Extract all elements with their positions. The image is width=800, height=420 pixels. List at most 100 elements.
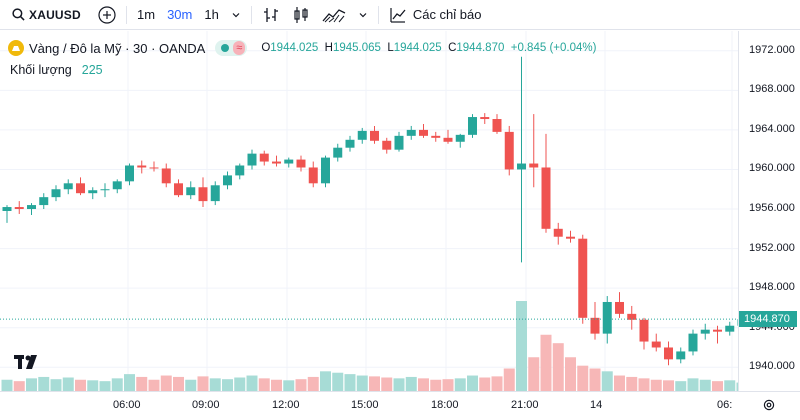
series-title: Vàng / Đô la Mỹ · 30 · OANDA: [29, 40, 206, 56]
series-status-badge[interactable]: ≈: [215, 40, 248, 56]
volume-bar: [577, 365, 589, 391]
volume-bar: [736, 382, 738, 391]
volume-bar: [38, 376, 50, 391]
time-tick-label: 12:00: [272, 399, 300, 411]
candle-body: [125, 165, 134, 182]
volume-bar: [516, 301, 527, 391]
candle-body: [664, 347, 673, 360]
volume-bar: [712, 381, 723, 391]
volume-bar: [687, 378, 699, 391]
volume-bar: [283, 380, 295, 391]
price-tick-label: 1940.000: [749, 360, 795, 373]
candle-body: [100, 189, 110, 191]
tradingview-logo-icon[interactable]: [14, 353, 44, 375]
candles-style-button[interactable]: [286, 0, 316, 30]
time-tick-label: 21:00: [511, 399, 539, 411]
candlestick-chart[interactable]: [0, 31, 738, 391]
candle-body: [63, 183, 73, 190]
volume-bar: [589, 368, 601, 391]
volume-label: Khối lượng: [10, 63, 72, 77]
volume-bar: [136, 376, 148, 391]
timeframe-30m[interactable]: 30m: [167, 7, 193, 22]
time-tick-label: 14: [590, 399, 603, 411]
timeframe-dropdown[interactable]: [225, 0, 247, 30]
volume-bar: [307, 376, 319, 391]
candle-body: [517, 163, 526, 170]
volume-bar: [271, 379, 282, 391]
candle-body: [566, 236, 575, 239]
chevron-down-icon: [232, 12, 240, 17]
settings-gear-icon[interactable]: [762, 398, 776, 412]
volume-bar: [614, 375, 625, 391]
timeframe-1h[interactable]: 1h: [204, 7, 219, 22]
volume-bar: [320, 371, 331, 391]
timeframe-1m[interactable]: 1m: [137, 7, 156, 22]
volume-bar: [111, 378, 123, 391]
candle-body: [651, 341, 661, 348]
candle-body: [76, 183, 85, 194]
volume-bar: [62, 377, 74, 391]
volume-bar: [430, 379, 442, 391]
compare-button[interactable]: [92, 0, 122, 30]
time-tick-label: 06:00: [113, 399, 141, 411]
candle-body: [431, 135, 441, 138]
price-tick-label: 1952.000: [749, 241, 795, 254]
market-open-dot-icon: [221, 44, 230, 52]
candle-body: [39, 197, 49, 206]
indicators-button[interactable]: Các chỉ báo: [383, 0, 488, 30]
gold-symbol-icon: [8, 40, 24, 56]
volume-bar: [491, 376, 503, 391]
volume-bar: [295, 379, 307, 391]
volume-bar: [565, 357, 576, 391]
volume-bar: [442, 379, 454, 391]
volume-bar: [638, 378, 650, 391]
symbol-search[interactable]: XAUUSD: [0, 0, 92, 30]
volume-legend: Khối lượng 225: [10, 63, 103, 77]
last-price-label: 1944.870: [739, 311, 797, 328]
price-axis[interactable]: 1972.000 1968.000 1964.000 1960.000 1956.000…: [738, 31, 800, 391]
volume-bar: [405, 376, 417, 391]
toolbar-divider: [250, 5, 252, 24]
candle-body: [247, 153, 257, 166]
candle-body: [700, 329, 710, 334]
candle-body: [296, 159, 306, 168]
candle-body: [443, 137, 453, 142]
candle-body: [394, 135, 404, 150]
candle-body: [382, 140, 392, 150]
volume-bar: [75, 379, 86, 391]
bars-icon: [263, 7, 278, 22]
volume-bar: [185, 379, 197, 391]
time-axis[interactable]: 06:00 09:00 12:00 15:00 18:00 21:00 14 06:: [0, 391, 800, 420]
candles-icon: [294, 6, 308, 23]
volume-bar: [356, 375, 368, 391]
chevron-down-icon: [359, 12, 367, 17]
price-tick-label: 1968.000: [749, 83, 795, 96]
volume-bar: [650, 379, 662, 391]
candle-body: [419, 129, 428, 136]
volume-bar: [26, 378, 37, 391]
volume-value: 225: [81, 63, 103, 77]
volume-bar: [332, 372, 344, 391]
candle-body: [198, 187, 208, 202]
candle-body: [737, 319, 738, 326]
time-tick-label: 15:00: [351, 399, 379, 411]
price-tick-label: 1964.000: [749, 122, 795, 135]
volume-bar: [626, 376, 638, 391]
volume-bar: [663, 380, 674, 391]
volume-bar: [699, 379, 711, 391]
volume-bar: [393, 378, 405, 391]
area-style-button[interactable]: [316, 0, 352, 30]
volume-bar: [258, 378, 270, 391]
volume-bar: [528, 357, 540, 391]
candle-body: [333, 147, 343, 158]
volume-bar: [454, 378, 466, 391]
chart-type-dropdown[interactable]: [352, 0, 374, 30]
candle-body: [259, 153, 269, 162]
candle-body: [272, 161, 281, 164]
indicators-icon: [390, 7, 406, 23]
volume-bar: [479, 377, 491, 391]
symbol-label: XAUUSD: [29, 7, 81, 22]
candle-body: [14, 207, 24, 210]
bar-style-button[interactable]: [256, 0, 286, 30]
volume-bar: [540, 334, 552, 391]
